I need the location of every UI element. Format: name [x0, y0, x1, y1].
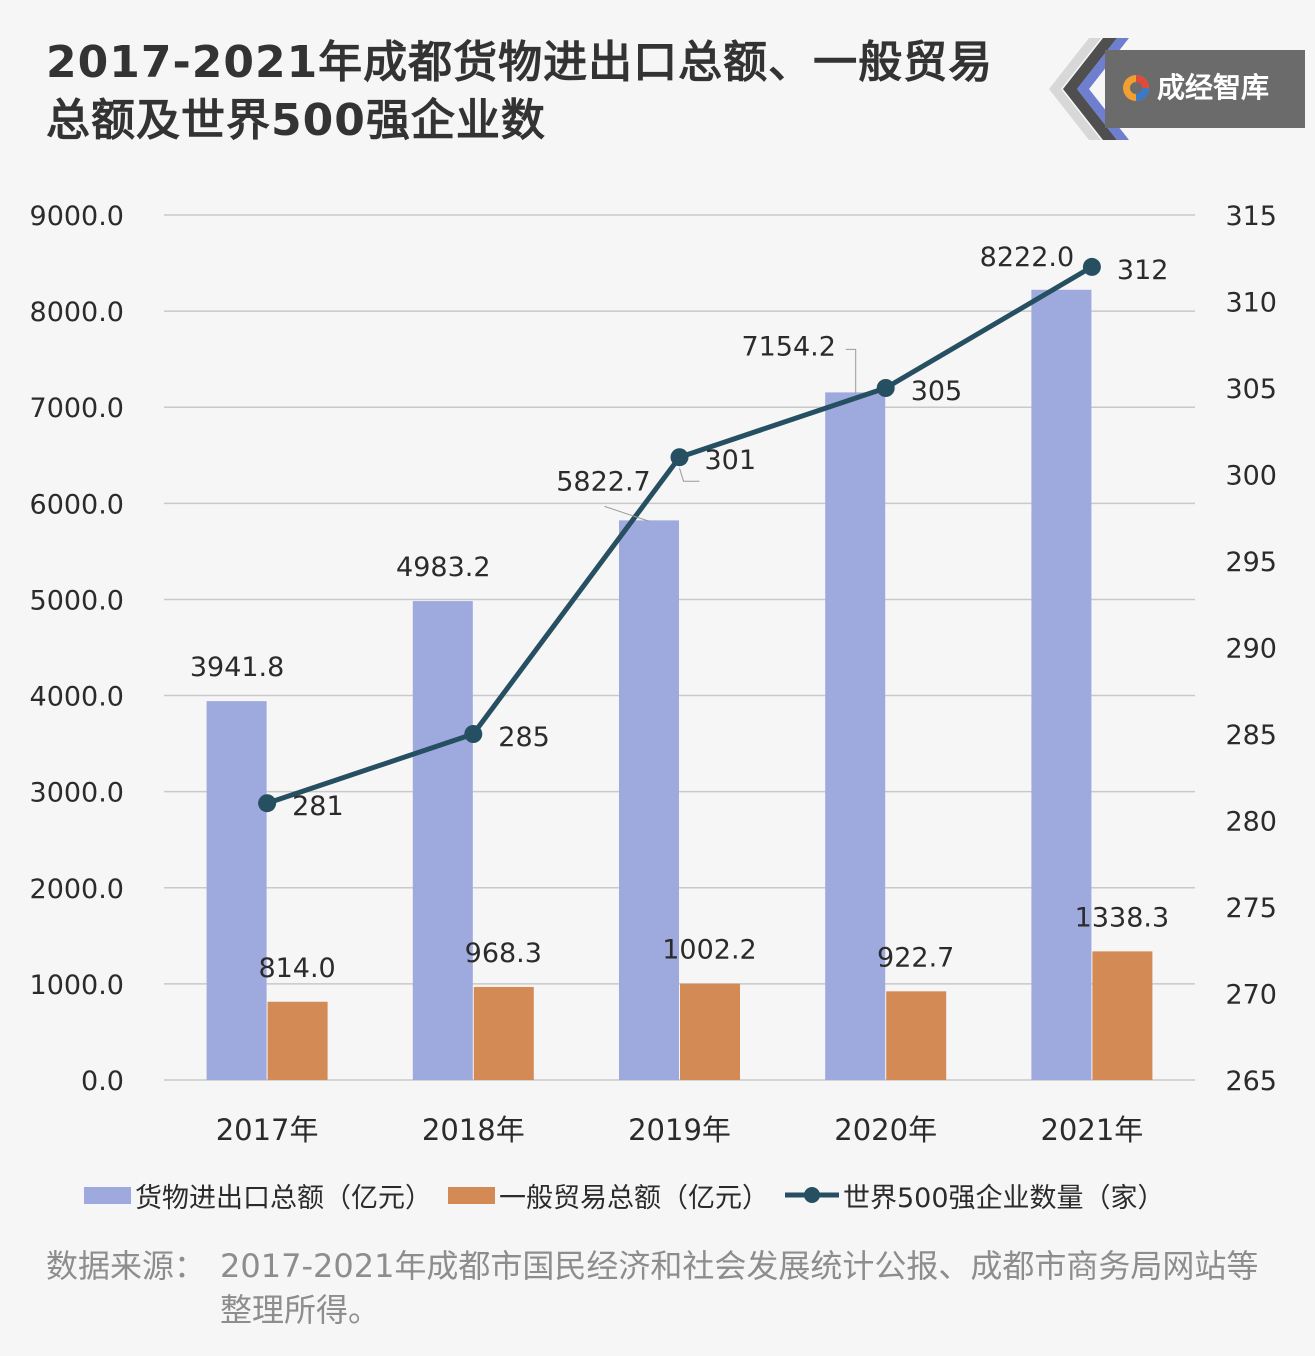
left-tick-label: 2000.0 — [30, 874, 124, 905]
legend-item-trade-total: 货物进出口总额（亿元） — [84, 1176, 432, 1215]
right-tick-label: 295 — [1225, 547, 1277, 578]
left-tick-label: 1000.0 — [30, 970, 124, 1001]
data-label-general-trade: 814.0 — [258, 953, 335, 984]
data-label-fortune500: 312 — [1117, 255, 1169, 286]
right-tick-label: 275 — [1225, 893, 1277, 924]
point-fortune500 — [258, 794, 277, 813]
brand-name: 成经智库 — [1157, 71, 1270, 104]
data-label-trade-total: 7154.2 — [741, 331, 835, 362]
point-fortune500 — [876, 379, 895, 397]
bar-trade-total — [206, 701, 267, 1080]
data-label-trade-total: 8222.0 — [980, 242, 1074, 273]
data-label-general-trade: 1338.3 — [1075, 902, 1169, 933]
data-label-trade-total: 4983.2 — [396, 552, 490, 583]
legend-item-general-trade: 一般贸易总额（亿元） — [448, 1176, 769, 1215]
bar-general-trade — [267, 1001, 328, 1080]
bar-general-trade — [886, 991, 947, 1080]
source-label: 数据来源： — [46, 1247, 207, 1285]
data-label-trade-total: 5822.7 — [556, 466, 650, 497]
right-tick-label: 315 — [1225, 201, 1277, 232]
data-label-fortune500: 281 — [292, 791, 344, 822]
bar-general-trade — [680, 983, 740, 1080]
right-tick-label: 310 — [1225, 288, 1277, 319]
data-label-general-trade: 922.7 — [877, 942, 954, 973]
bar-trade-total — [825, 392, 886, 1081]
line-fortune500 — [266, 264, 1094, 806]
bars — [206, 289, 1153, 1081]
legend-label-trade-total: 货物进出口总额（亿元） — [135, 1182, 432, 1214]
swirl-logo-icon — [1123, 75, 1149, 101]
brand-badge: 成经智库 — [1045, 30, 1310, 148]
left-tick-label: 9000.0 — [30, 201, 124, 232]
legend-label-general-trade: 一般贸易总额（亿元） — [499, 1182, 769, 1214]
chart-title: 2017-2021年成都货物进出口总额、一般贸易总额及世界500强企业数 — [46, 37, 994, 146]
left-tick-label: 8000.0 — [30, 297, 124, 328]
bar-general-trade — [473, 986, 534, 1080]
point-fortune500 — [464, 725, 483, 743]
point-fortune500 — [1082, 257, 1101, 276]
x-axis: 2017年 2018年 2019年 2020年 2021年 — [216, 1113, 1144, 1147]
legend-item-fortune500: 世界500强企业数量（家） — [785, 1176, 1165, 1215]
left-tick-label: 5000.0 — [30, 585, 124, 616]
left-tick-label: 7000.0 — [30, 393, 124, 424]
data-label-trade-total: 3941.8 — [190, 652, 284, 683]
bar-trade-total — [412, 601, 473, 1080]
label-leader-line — [679, 468, 700, 482]
data-labels: 814.0 968.3 1002.2 922.7 1338.3 3941.8 4983.2 5… — [190, 242, 1169, 984]
line-series — [258, 257, 1101, 813]
left-tick-label: 3000.0 — [30, 778, 124, 809]
bar-trade-total — [619, 520, 679, 1080]
right-tick-label: 280 — [1225, 807, 1277, 838]
left-tick-label: 0.0 — [81, 1066, 124, 1097]
legend-swatch-trade-total — [84, 1186, 131, 1204]
source-text: 2017-2021年成都市国民经济和社会发展统计公报、成都市商务局网站等整理所得… — [220, 1247, 1259, 1329]
right-tick-label: 270 — [1225, 980, 1277, 1011]
label-leader-line — [604, 505, 650, 522]
data-label-fortune500: 301 — [705, 445, 757, 476]
data-label-fortune500: 305 — [911, 376, 963, 407]
legend-label-fortune500: 世界500强企业数量（家） — [843, 1182, 1165, 1214]
label-leader-line — [845, 348, 857, 394]
right-tick-label: 265 — [1225, 1066, 1277, 1097]
bar-general-trade — [1092, 951, 1153, 1080]
bar-trade-total — [1031, 289, 1092, 1081]
data-label-general-trade: 1002.2 — [662, 935, 756, 966]
legend: 货物进出口总额（亿元） 一般贸易总额（亿元） 世界500强企业数量（家） — [84, 1175, 1181, 1215]
x-tick-label: 2021年 — [1040, 1113, 1143, 1147]
data-label-general-trade: 968.3 — [465, 938, 542, 969]
left-axis: 0.0 1000.0 2000.0 3000.0 4000.0 5000.0 6000.0 7… — [30, 201, 124, 1097]
source-note: 数据来源： 2017-2021年成都市国民经济和社会发展统计公报、成都市商务局网… — [46, 1244, 1276, 1332]
x-tick-label: 2019年 — [628, 1113, 731, 1147]
right-tick-label: 290 — [1225, 634, 1277, 665]
legend-swatch-fortune500 — [785, 1187, 839, 1203]
x-tick-label: 2018年 — [422, 1113, 525, 1147]
right-tick-label: 300 — [1225, 461, 1277, 492]
x-tick-label: 2017年 — [216, 1113, 319, 1147]
x-tick-label: 2020年 — [834, 1113, 937, 1147]
left-tick-label: 6000.0 — [30, 489, 124, 520]
right-axis: 265 270 275 280 285 290 295 300 305 310 315 — [1225, 201, 1277, 1097]
data-label-fortune500: 285 — [498, 722, 550, 753]
left-tick-label: 4000.0 — [30, 682, 124, 713]
brand-chevron-decoration — [1049, 38, 1129, 140]
combo-chart: 0.0 1000.0 2000.0 3000.0 4000.0 5000.0 6000.0 7… — [30, 201, 1277, 1147]
right-tick-label: 305 — [1225, 374, 1277, 405]
point-fortune500 — [670, 448, 689, 467]
legend-swatch-general-trade — [448, 1186, 495, 1204]
right-tick-label: 285 — [1225, 720, 1277, 751]
gridlines — [164, 214, 1195, 1081]
